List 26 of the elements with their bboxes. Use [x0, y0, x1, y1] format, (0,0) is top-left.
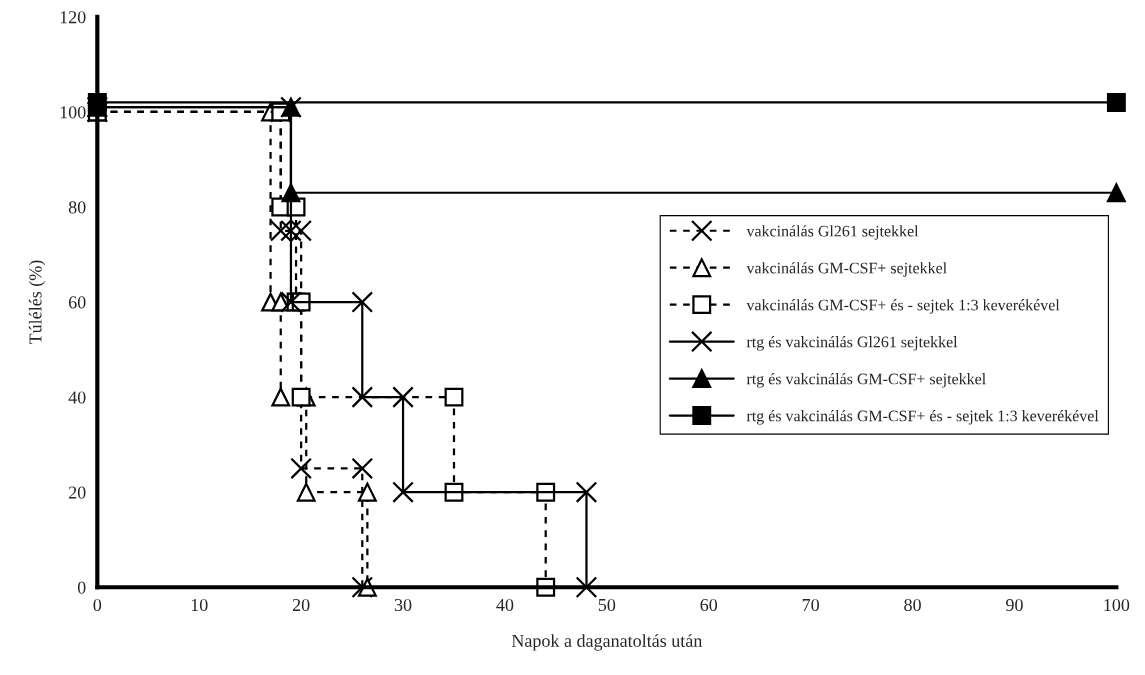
x-tick-label: 10 — [191, 598, 208, 612]
legend-label: rtg és vakcinálás GM-CSF+ és - sejtek 1:3 keverékével — [746, 410, 1099, 425]
legend-label: rtg és vakcinálás GM-CSF+ sejtekkel — [746, 373, 986, 388]
y-tick-label: 0 — [77, 581, 86, 594]
legend-label: vakcinálás Gl261 sejtekkel — [746, 225, 919, 240]
x-axis-title: Napok a daganatoltás után — [511, 634, 703, 651]
x-tick-label: 90 — [1006, 598, 1023, 612]
x-tick-label: 70 — [802, 598, 819, 612]
x-tick-label: 60 — [700, 598, 718, 612]
x-tick-label: 50 — [598, 598, 616, 612]
x-tick-label: 80 — [904, 598, 921, 612]
x-tick-label: 20 — [292, 598, 310, 612]
legend-label: vakcinálás GM-CSF+ sejtekkel — [746, 262, 947, 277]
legend-label: vakcinálás GM-CSF+ és - sejtek 1:3 keverékével — [746, 299, 1060, 314]
x-tick-label: 100 — [1104, 598, 1130, 612]
y-tick-label: 60 — [68, 296, 86, 309]
y-axis-title: Túlélés (%) — [28, 260, 46, 345]
y-tick-label: 80 — [68, 201, 86, 214]
legend-label: rtg és vakcinálás Gl261 sejtekkel — [746, 336, 958, 351]
y-tick-label: 20 — [68, 486, 86, 499]
x-tick-label: 40 — [496, 598, 514, 612]
y-tick-label: 100 — [60, 106, 86, 119]
y-tick-label: 120 — [60, 11, 86, 24]
y-tick-label: 40 — [68, 391, 86, 404]
x-tick-label: 30 — [394, 598, 412, 612]
x-tick-label: 0 — [93, 598, 102, 612]
